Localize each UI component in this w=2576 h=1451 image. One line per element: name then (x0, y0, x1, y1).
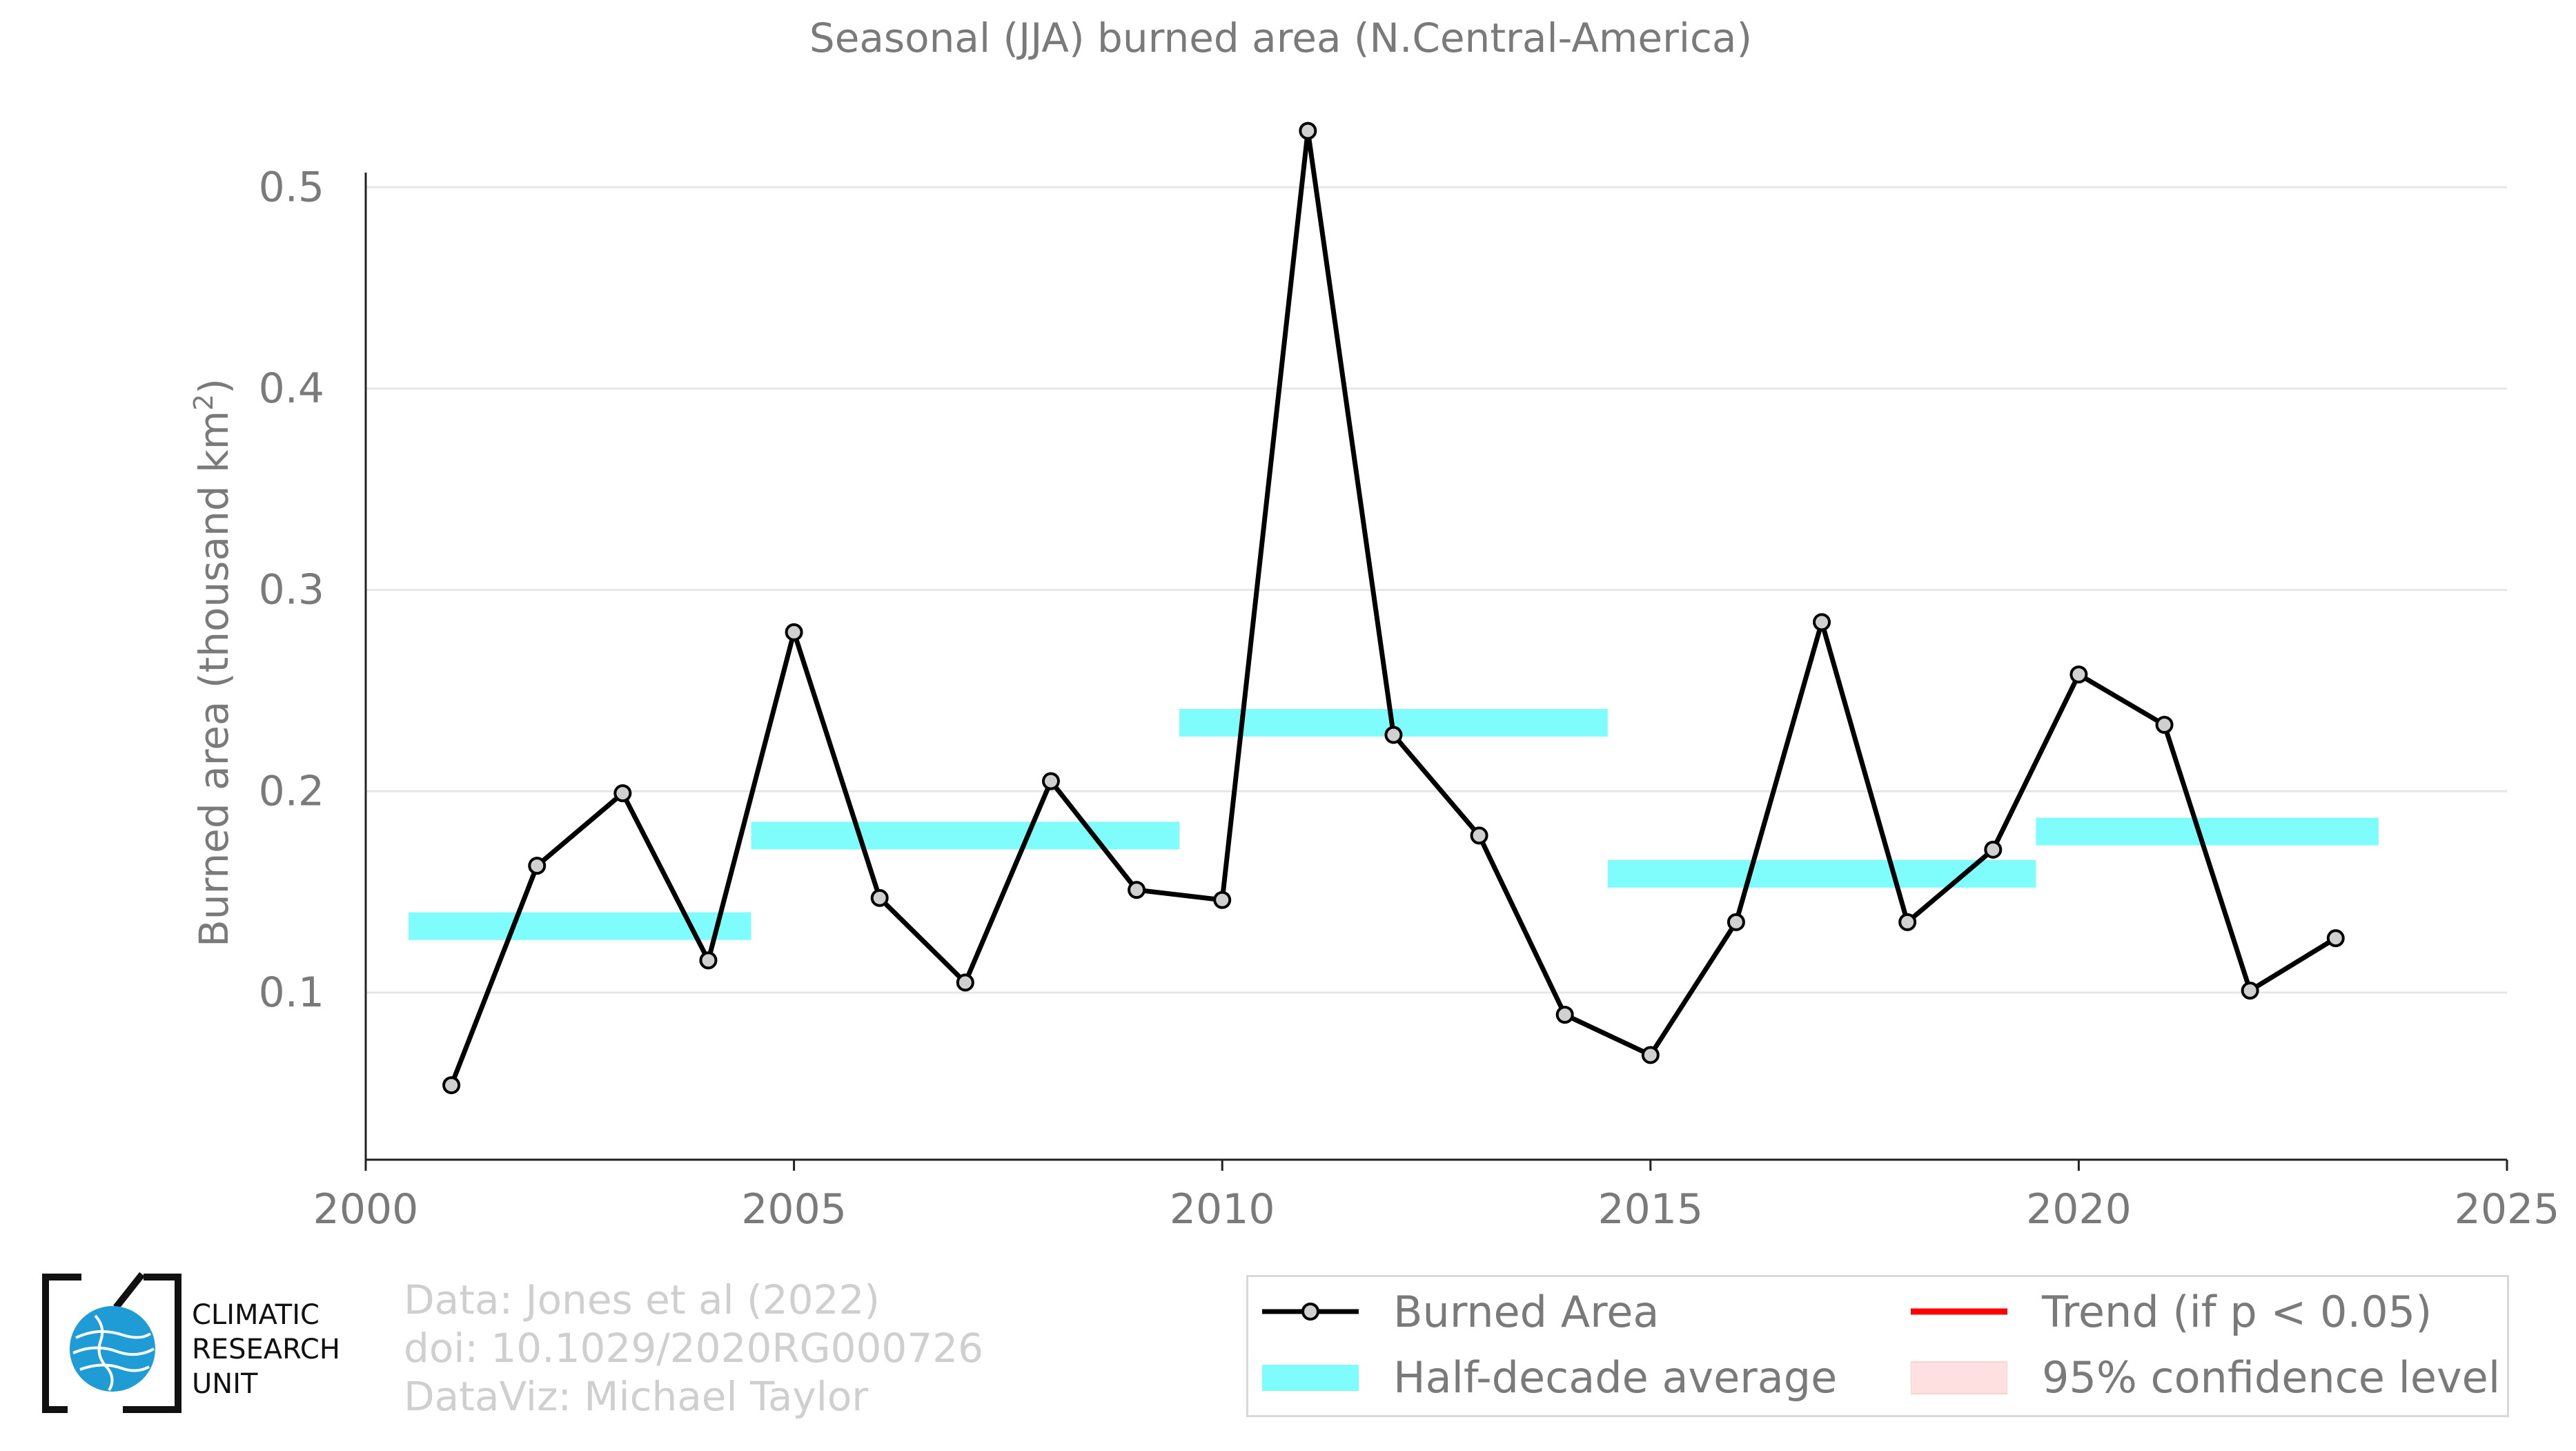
x-tick-label: 2025 (2455, 1185, 2560, 1234)
grid-lines (366, 186, 2507, 994)
y-tick-label: 0.4 (259, 364, 324, 413)
burned-area-line (449, 128, 2337, 1087)
burned-area-chart: Seasonal (JJA) burned area (N.Central-Am… (188, 14, 2560, 1234)
tick-labels: 0.1 0.2 0.3 0.4 0.5 2000 2005 2010 2015 2020 2025 (259, 163, 2560, 1234)
y-tick-label: 0.1 (259, 968, 324, 1017)
credit-doi: doi: 10.1029/2020RG000726 (404, 1325, 984, 1372)
data-point (1555, 1006, 1574, 1024)
legend-label-burned-area: Burned Area (1393, 1286, 1660, 1337)
data-point (1128, 881, 1146, 899)
legend-label-half-decade: Half-decade average (1393, 1352, 1838, 1403)
data-point (785, 623, 803, 641)
legend: Burned Area Half-decade average Trend (i… (1246, 1275, 2509, 1417)
legend-label-confidence: 95% confidence level (2042, 1352, 2501, 1403)
legend-label-trend: Trend (if p < 0.05) (2042, 1286, 2432, 1337)
burned-area-series (442, 121, 2345, 1095)
legend-item-trend: Trend (if p < 0.05) (1911, 1284, 2432, 1339)
data-point (1984, 840, 2003, 859)
data-point (2069, 665, 2088, 684)
data-point (699, 951, 718, 970)
credit-data: Data: Jones et al (2022) (404, 1276, 880, 1323)
data-point (2241, 982, 2259, 1000)
chart-title: Seasonal (JJA) burned area (N.Central-Am… (809, 14, 1752, 61)
y-tick-label: 0.3 (259, 566, 324, 614)
y-axis-label: Burned area (thousand km2) (188, 378, 237, 947)
half-decade-bar (409, 912, 751, 940)
data-point (870, 888, 889, 907)
data-point (1384, 726, 1403, 744)
x-tick-label: 2010 (1170, 1185, 1275, 1234)
credit-dataviz: DataViz: Michael Taylor (404, 1373, 869, 1420)
data-point (613, 784, 632, 803)
legend-line-marker-swatch (1262, 1291, 1359, 1332)
logo-line-3: UNIT (192, 1368, 258, 1400)
legend-bar-swatch (1262, 1356, 1359, 1398)
half-decade-bar (1607, 859, 2036, 888)
data-point (1299, 121, 1317, 140)
data-point (1898, 913, 1917, 931)
x-tick-label: 2000 (313, 1185, 419, 1234)
y-tick-label: 0.5 (259, 163, 324, 211)
legend-item-confidence: 95% confidence level (1910, 1350, 2501, 1405)
half-decade-bar (751, 821, 1180, 850)
legend-trend-swatch (1911, 1291, 2007, 1332)
data-point (1641, 1046, 1660, 1064)
credits: Data: Jones et al (2022) doi: 10.1029/20… (404, 1276, 983, 1421)
globe-icon (42, 1272, 181, 1413)
logo-line-1: CLIMATIC (192, 1299, 319, 1331)
legend-item-half-decade: Half-decade average (1262, 1350, 1837, 1405)
data-point (2326, 929, 2345, 948)
data-point (2155, 716, 2174, 734)
x-tick-label: 2015 (1597, 1185, 1703, 1234)
data-point (1470, 826, 1488, 845)
data-point (1213, 890, 1232, 909)
data-point (1041, 772, 1060, 790)
x-tick-label: 2005 (741, 1185, 847, 1234)
axes (364, 173, 2508, 1171)
data-point (1813, 613, 1831, 632)
legend-confidence-swatch (1910, 1356, 2008, 1398)
data-point (528, 857, 547, 875)
cru-logo: CLIMATIC RESEARCH UNIT (40, 1272, 357, 1423)
half-decade-bar (2036, 817, 2379, 846)
data-point (442, 1076, 461, 1095)
data-point (956, 973, 974, 992)
legend-item-burned-area: Burned Area (1262, 1284, 1659, 1339)
data-point (1727, 913, 1745, 931)
x-tick-label: 2020 (2026, 1185, 2132, 1234)
y-tick-label: 0.2 (259, 767, 324, 815)
logo-line-2: RESEARCH (192, 1334, 340, 1365)
